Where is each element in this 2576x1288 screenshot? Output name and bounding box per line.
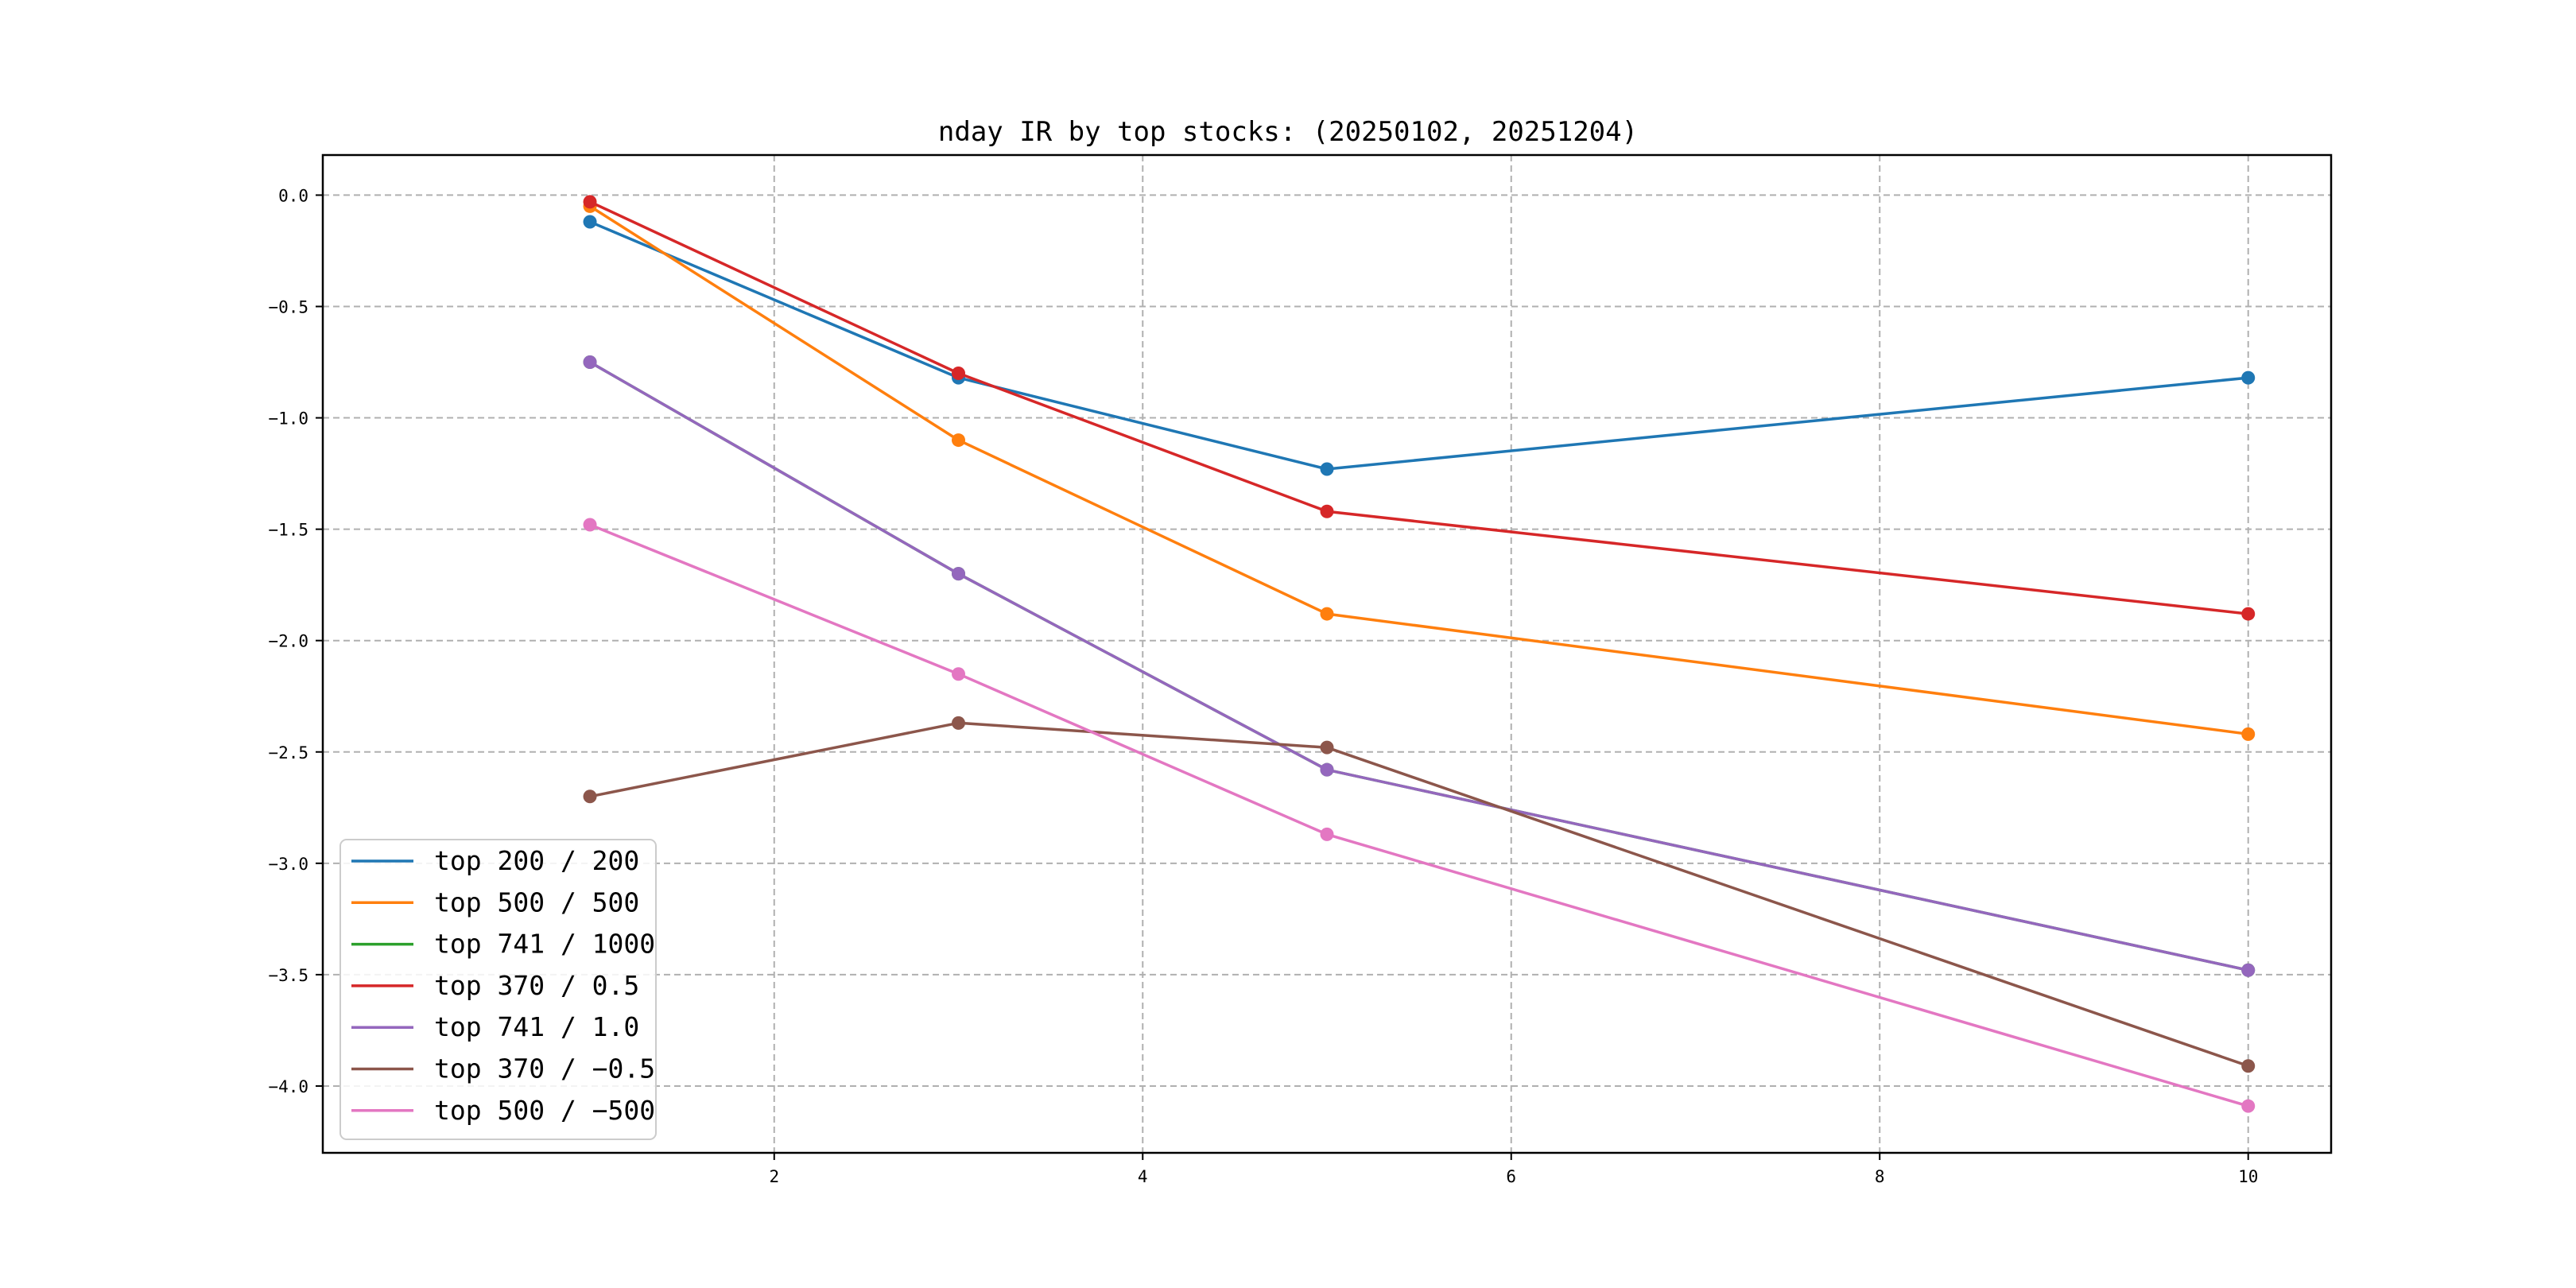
legend-item: top 500 / −500 — [351, 1095, 655, 1126]
x-tick-label: 10 — [2238, 1167, 2258, 1186]
legend-item: top 500 / 500 — [351, 886, 639, 918]
series-line — [589, 200, 2248, 615]
data-point — [1320, 762, 1334, 777]
data-point — [952, 716, 966, 730]
plot-area — [323, 155, 2331, 1153]
series-line — [589, 204, 2248, 736]
series-line — [589, 360, 2249, 972]
data-point — [1320, 827, 1334, 841]
series-line — [589, 721, 2249, 1068]
data-point — [583, 215, 597, 229]
data-point — [2241, 1059, 2256, 1073]
data-point — [1320, 504, 1334, 518]
data-point — [583, 355, 597, 370]
data-point — [2241, 1099, 2256, 1113]
data-point — [1320, 462, 1334, 476]
legend-label: top 370 / 0.5 — [434, 970, 639, 1001]
series-6 — [583, 716, 2256, 1073]
legend-box — [339, 839, 657, 1140]
series-5 — [583, 355, 2256, 977]
data-point — [1320, 607, 1334, 621]
series-line — [589, 523, 2249, 1108]
y-tick-label: −1.5 — [268, 521, 308, 540]
legend-item: top 370 / 0.5 — [351, 970, 639, 1001]
y-tick-label: −4.0 — [268, 1077, 308, 1096]
axes-frame — [321, 153, 2333, 1154]
data-point — [2241, 727, 2256, 741]
legend: top 200 / 200 top 500 / 500 top 741 / 1000… — [339, 839, 657, 1140]
legend-item: top 200 / 200 — [351, 845, 639, 876]
data-point — [583, 195, 597, 209]
data-point — [1320, 740, 1334, 755]
x-tick-label: 4 — [1138, 1167, 1148, 1186]
legend-label: top 370 / −0.5 — [434, 1053, 655, 1084]
legend-label: top 500 / −500 — [434, 1095, 655, 1126]
x-tick-label: 6 — [1506, 1167, 1516, 1186]
legend-label: top 741 / 1000 — [434, 929, 655, 960]
y-tick-label: −3.0 — [268, 855, 308, 874]
legend-item: top 741 / 1.0 — [351, 1011, 639, 1042]
data-point — [2241, 370, 2256, 385]
y-axis: 0.0 −0.5 −1.0 −1.5 −2.0 −2.5 −3.0 −3.5 −4.0 — [268, 186, 323, 1096]
y-tick-label: −2.0 — [268, 632, 308, 651]
y-tick-label: −3.5 — [268, 966, 308, 985]
data-point — [952, 667, 966, 681]
data-point — [952, 567, 966, 581]
y-tick-label: −1.0 — [268, 409, 308, 429]
data-point — [952, 367, 966, 381]
y-tick-label: −0.5 — [268, 297, 308, 316]
legend-item: top 741 / 1000 — [351, 929, 655, 960]
data-point — [2241, 963, 2256, 977]
legend-item: top 370 / −0.5 — [351, 1053, 655, 1084]
data-point — [583, 789, 597, 804]
series-7 — [583, 518, 2256, 1113]
series-line — [589, 220, 2248, 471]
series-4 — [583, 195, 2256, 621]
legend-label: top 741 / 1.0 — [434, 1011, 639, 1042]
y-tick-label: −2.5 — [268, 743, 308, 762]
x-tick-label: 8 — [1875, 1167, 1885, 1186]
x-axis: 2 4 6 8 10 — [769, 1153, 2258, 1186]
data-point — [583, 518, 597, 532]
x-tick-label: 2 — [769, 1167, 779, 1186]
y-tick-label: 0.0 — [278, 186, 308, 205]
data-point — [2241, 607, 2256, 621]
series-layer — [583, 195, 2256, 1113]
legend-label: top 500 / 500 — [434, 886, 639, 918]
legend-label: top 200 / 200 — [434, 845, 639, 876]
chart-title: nday IR by top stocks: (20250102, 202512… — [938, 116, 1638, 148]
data-point — [952, 433, 966, 448]
